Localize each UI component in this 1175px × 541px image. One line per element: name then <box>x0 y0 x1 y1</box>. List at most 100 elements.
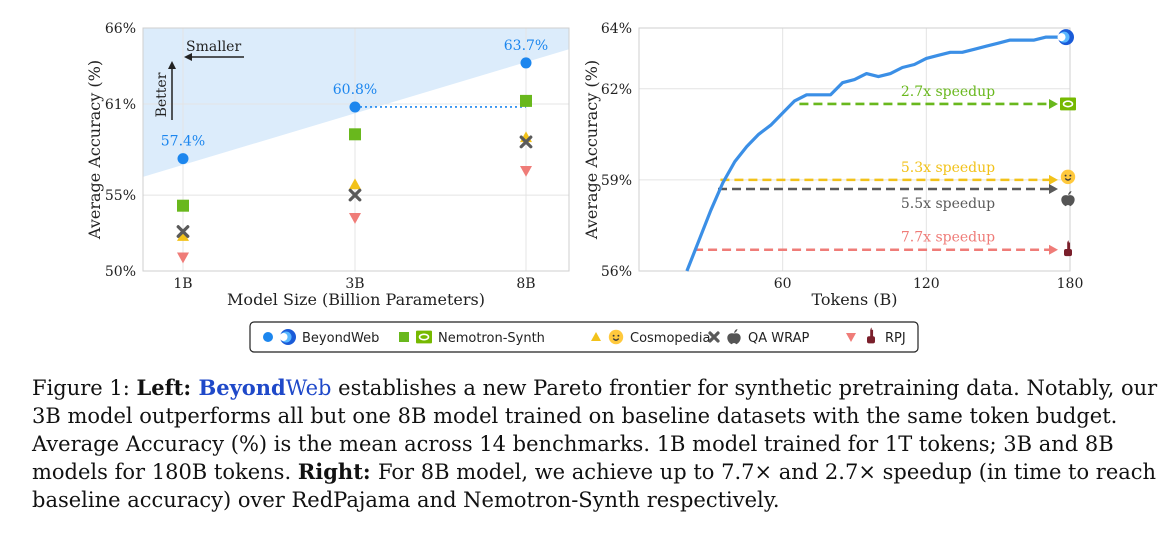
huggingface-logo-eye-left <box>1064 174 1067 177</box>
nemotron-endpoint-logo <box>1060 97 1076 111</box>
cosmopedia-endpoint-logo <box>1060 169 1076 185</box>
left-point-beyondweb <box>520 57 532 69</box>
beyondweb-value-label: 60.8% <box>333 82 377 98</box>
legend-marker-rpj <box>846 333 856 342</box>
left-y-axis-label: Average Accuracy (%) <box>85 60 104 240</box>
apple-logo-body <box>1061 195 1075 207</box>
left-xtick-label: 8B <box>516 276 535 292</box>
right-xtick-label: 120 <box>913 276 940 292</box>
llama-logo-body <box>1064 248 1072 257</box>
rpj-endpoint-logo <box>1064 240 1072 257</box>
llama-logo-ear <box>870 327 872 330</box>
left-point-rpj <box>520 165 532 177</box>
speedup-label-cosmopedia: 5.3x speedup <box>901 160 995 176</box>
huggingface-logo-eye-left <box>612 334 615 337</box>
llama-logo-neck <box>1067 242 1071 250</box>
speedup-arrow-cosmopedia <box>1049 174 1058 185</box>
qawrap-endpoint-logo <box>1061 190 1075 207</box>
caption-brand-beyond: Beyond <box>198 375 286 400</box>
legend-marker-cosmopedia <box>591 332 601 341</box>
right-ytick-label: 59% <box>601 173 632 189</box>
left-point-nemotron <box>177 199 189 212</box>
right-x-axis-label: Tokens (B) <box>811 290 897 309</box>
left-point-rpj <box>177 252 189 264</box>
left-point-qawrap <box>348 188 362 202</box>
nvidia-logo-eye <box>1062 100 1074 108</box>
legend-label-qawrap: QA WRAP <box>748 331 810 346</box>
beyondweb-accuracy-curve <box>685 35 1070 272</box>
huggingface-logo-eye-right <box>1069 174 1072 177</box>
speedup-label-qawrap: 5.5x speedup <box>901 196 995 212</box>
beyondweb-logo-cut <box>279 333 288 341</box>
speedup-arrow-rpj <box>1049 244 1058 255</box>
huggingface-logo-face <box>608 329 624 345</box>
huggingface-logo-smile <box>1064 177 1072 181</box>
left-point-qawrap <box>176 225 190 238</box>
legend-box <box>249 321 919 353</box>
left-point-beyondweb <box>177 153 189 165</box>
beyondweb-logo-cut <box>1057 33 1066 42</box>
caption-right-label: Right: <box>297 459 378 484</box>
huggingface-logo-smile <box>612 338 620 341</box>
apple-logo-leaf <box>1068 190 1072 195</box>
caption-text-2: For 8B model, we achieve up to 7.7× and … <box>32 460 1157 512</box>
beyondweb-value-label: 63.7% <box>504 38 548 54</box>
apple-logo-leaf <box>734 329 738 333</box>
left-point-rpj <box>349 213 361 224</box>
figure-charts: 50% 55% 61% 66% 1B 3B 8B Model Size (Billion Pa… <box>85 21 1084 353</box>
speedup-label-nemotron: 2.7x speedup <box>901 84 995 100</box>
right-ytick-label: 56% <box>601 264 632 280</box>
left-point-nemotron <box>349 128 361 141</box>
legend-llama-logo <box>867 327 875 344</box>
apple-logo-body <box>727 333 741 345</box>
right-xtick-label: 180 <box>1057 276 1084 292</box>
beyondweb-value-label: 57.4% <box>161 134 205 150</box>
right-ytick-label: 62% <box>601 82 632 98</box>
llama-logo-body <box>867 336 875 344</box>
right-ytick-label: 64% <box>601 21 632 37</box>
legend-label-nemotron: Nemotron-Synth <box>438 331 545 346</box>
speedup-arrow-qawrap <box>1049 183 1058 194</box>
right-y-axis-label: Average Accuracy (%) <box>582 60 601 240</box>
left-x-axis-label: Model Size (Billion Parameters) <box>227 290 485 309</box>
caption-text-1: establishes a new Pareto frontier for sy… <box>32 376 1158 484</box>
right-xtick-label: 60 <box>774 276 792 292</box>
nvidia-logo-bg <box>1060 97 1076 111</box>
huggingface-logo-eye-right <box>617 334 620 337</box>
left-point-beyondweb <box>349 101 361 113</box>
legend-label-rpj: RPJ <box>885 331 906 346</box>
legend-label-cosmopedia: Cosmopedia <box>630 331 711 346</box>
nvidia-logo-bg <box>416 330 432 344</box>
speedup-label-rpj: 7.7x speedup <box>901 230 995 246</box>
huggingface-logo-face <box>1060 169 1076 185</box>
left-ytick-label: 50% <box>105 264 136 280</box>
left-ytick-label: 66% <box>105 21 136 37</box>
speedup-arrow-nemotron <box>1049 98 1058 109</box>
legend-label-beyondweb: BeyondWeb <box>302 331 379 346</box>
smaller-annotation: Smaller <box>186 39 241 55</box>
left-plot-frame <box>142 27 570 272</box>
caption-prefix: Figure 1: <box>32 376 137 400</box>
legend-nvidia-logo <box>416 330 432 344</box>
left-point-cosmopedia <box>349 178 361 190</box>
left-xtick-label: 3B <box>345 276 364 292</box>
legend-huggingface-logo <box>608 329 624 345</box>
better-annotation: Better <box>154 72 170 117</box>
figure-caption: Figure 1: Left: BeyondWeb establishes a … <box>32 374 1162 514</box>
legend-marker-qawrap <box>708 331 720 343</box>
beyondweb-endpoint-logo <box>1057 29 1074 46</box>
left-point-cosmopedia <box>177 230 189 241</box>
legend-beyondweb-logo <box>279 329 296 345</box>
legend-apple-logo <box>727 329 741 345</box>
nvidia-logo-eye <box>418 333 430 341</box>
left-point-nemotron <box>520 94 532 107</box>
right-plot-frame <box>638 27 1071 272</box>
left-ytick-label: 61% <box>105 97 136 113</box>
llama-logo-ear <box>1067 240 1069 243</box>
legend-marker-beyondweb <box>263 332 273 342</box>
left-xtick-label: 1B <box>173 276 192 292</box>
better-arrow-head <box>168 61 176 69</box>
smaller-arrow-head <box>184 53 192 61</box>
llama-logo-neck <box>870 329 874 337</box>
